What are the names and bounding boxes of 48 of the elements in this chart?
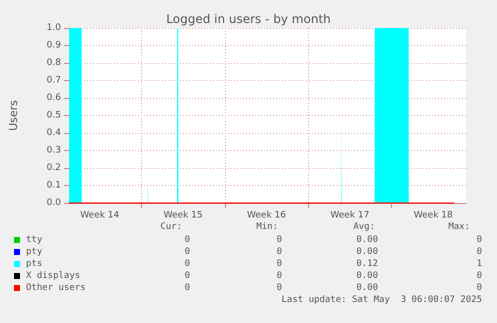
y-tick-label: 0.9	[46, 40, 62, 50]
y-tick-label: 0.8	[46, 58, 62, 68]
text: 0	[276, 235, 282, 245]
text: 0	[184, 259, 190, 269]
y-tick-label: 0.7	[46, 76, 61, 86]
text: Last update: Sat May 3 06:00:07 2025	[282, 295, 482, 305]
y-tick-label: 0.2	[46, 163, 61, 173]
text: 0	[184, 247, 190, 257]
text: 0	[184, 283, 190, 293]
text: 0.00	[356, 235, 378, 245]
text: 0	[276, 259, 282, 269]
y-tick-label: 0.0	[46, 198, 62, 208]
text: 0	[276, 247, 282, 257]
legend-label: Other users	[26, 283, 86, 293]
x-tick-label: Week 14	[80, 210, 120, 220]
text: 0	[184, 235, 190, 245]
y-tick-label: 0.6	[46, 93, 62, 103]
legend-label: X displays	[26, 271, 80, 281]
y-tick-label: 0.1	[46, 180, 61, 190]
x-tick-label: Week 15	[164, 210, 203, 220]
legend-label: tty	[26, 235, 43, 245]
x-tick-label: Week 16	[247, 210, 286, 220]
text: 0	[476, 283, 482, 293]
y-tick-label: 1.0	[46, 23, 62, 33]
y-tick-label: 0.4	[46, 128, 62, 138]
y-axis-title: Users	[7, 100, 20, 131]
text: 0.00	[356, 283, 378, 293]
text: Cur:	[160, 222, 182, 232]
x-tick-label: Week 18	[414, 210, 453, 220]
x-tick-label: Week 17	[330, 210, 370, 220]
text: 0	[476, 247, 482, 257]
y-tick-label: 0.5	[46, 110, 61, 120]
text: 0.12	[356, 259, 378, 269]
text: 0.00	[356, 271, 378, 281]
legend-label: pts	[26, 259, 42, 269]
text: 0.00	[356, 247, 378, 257]
text: Min:	[256, 222, 278, 232]
chart-title: Logged in users - by month	[166, 12, 331, 26]
text: 0	[476, 235, 482, 245]
text: 1	[476, 259, 482, 269]
legend-label: pty	[26, 247, 43, 257]
text: 0	[476, 271, 482, 281]
text: Avg:	[353, 222, 375, 232]
text: 0	[276, 271, 282, 281]
y-tick-label: 0.3	[46, 146, 61, 156]
text: Max:	[448, 222, 470, 232]
text: 0	[184, 271, 190, 281]
text: 0	[276, 283, 282, 293]
